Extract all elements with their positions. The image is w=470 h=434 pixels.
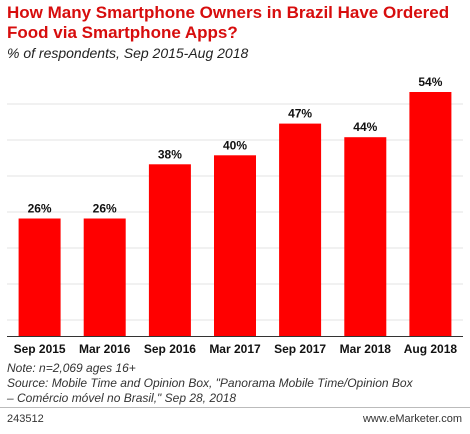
x-tick-label: Mar 2017 bbox=[209, 342, 261, 356]
x-tick-label: Mar 2016 bbox=[79, 342, 131, 356]
source-line-2: – Comércio móvel no Brasil," Sep 28, 201… bbox=[7, 391, 237, 405]
chart-notes: Note: n=2,069 ages 16+ Source: Mobile Ti… bbox=[7, 361, 463, 406]
bar-sep-2015 bbox=[18, 218, 61, 336]
data-label: 26% bbox=[28, 202, 52, 216]
chart-subtitle: % of respondents, Sep 2015-Aug 2018 bbox=[7, 45, 249, 61]
chart-id: 243512 bbox=[7, 413, 44, 425]
bar-mar-2016 bbox=[83, 218, 126, 336]
bar-sep-2016 bbox=[148, 164, 191, 336]
bar-mar-2018 bbox=[344, 137, 387, 336]
chart-title: How Many Smartphone Owners in Brazil Hav… bbox=[7, 3, 450, 42]
bar-chart: 26% Sep 2015 26% Mar 2016 38% Sep 2016 40% Mar … bbox=[7, 75, 463, 356]
bar-sep-2017 bbox=[279, 123, 322, 336]
data-label: 40% bbox=[223, 138, 247, 152]
footer-divider bbox=[0, 407, 470, 408]
bar-aug-2018 bbox=[409, 92, 452, 336]
x-tick-label: Sep 2015 bbox=[14, 342, 66, 356]
x-tick-label: Aug 2018 bbox=[404, 342, 458, 356]
bar-mar-2017 bbox=[214, 155, 256, 336]
x-tick-label: Mar 2018 bbox=[340, 342, 392, 356]
note-text: Note: n=2,069 ages 16+ bbox=[7, 361, 136, 375]
brand-link[interactable]: www.eMarketer.com bbox=[362, 413, 462, 425]
x-tick-label: Sep 2016 bbox=[144, 342, 196, 356]
data-label: 47% bbox=[288, 107, 312, 121]
x-tick-label: Sep 2017 bbox=[274, 342, 326, 356]
data-label: 26% bbox=[93, 202, 117, 216]
data-label: 44% bbox=[353, 120, 377, 134]
data-label: 54% bbox=[418, 75, 442, 89]
source-line-1: Source: Mobile Time and Opinion Box, "Pa… bbox=[7, 376, 413, 390]
data-label: 38% bbox=[158, 147, 182, 161]
